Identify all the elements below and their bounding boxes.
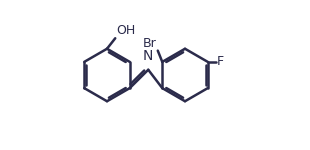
Text: Br: Br (143, 37, 156, 50)
Text: N: N (143, 49, 153, 63)
Text: F: F (217, 55, 224, 68)
Text: OH: OH (116, 24, 135, 38)
